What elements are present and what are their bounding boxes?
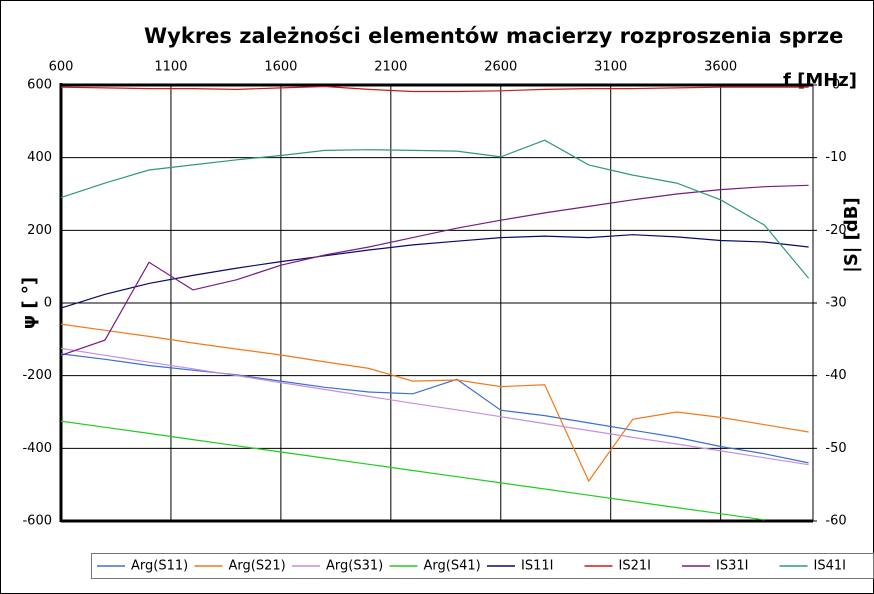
x-tick-label: 600 xyxy=(49,60,74,75)
legend-label: Arg(S21) xyxy=(229,559,286,574)
y2-tick-label: -60 xyxy=(825,514,846,529)
y-tick-label: 200 xyxy=(27,223,52,238)
series-line xyxy=(60,420,765,521)
legend-label: Arg(S11) xyxy=(131,559,188,574)
x-tick-label: 1100 xyxy=(154,60,187,75)
series-line xyxy=(60,234,809,309)
legend-label: IS11I xyxy=(521,559,553,574)
y2-tick-label: -40 xyxy=(825,368,846,383)
x-axis-label: f [MHz] xyxy=(783,70,857,91)
series-line xyxy=(60,85,809,93)
y-tick-label: 0 xyxy=(44,296,52,311)
y-tick-label: -200 xyxy=(22,368,52,383)
legend-label: IS41I xyxy=(814,559,846,574)
series-line xyxy=(60,353,809,464)
chart-title: Wykres zależności elementów macierzy roz… xyxy=(144,24,843,48)
x-tick-label: 2600 xyxy=(484,60,517,75)
x-tick-label: 3100 xyxy=(594,60,627,75)
x-tick-label: 2100 xyxy=(374,60,407,75)
legend-label: IS21I xyxy=(619,559,651,574)
series-line xyxy=(60,184,809,356)
legend-label: Arg(S41) xyxy=(424,559,481,574)
y2-axis-label: |S| [dB] xyxy=(841,197,862,272)
y2-tick-label: 0 xyxy=(832,78,840,93)
y-axis-label: ψ [ °] xyxy=(19,277,40,329)
legend-label: Arg(S31) xyxy=(326,559,383,574)
series-line xyxy=(60,347,809,466)
x-tick-label: 1600 xyxy=(264,60,297,75)
y2-tick-label: -20 xyxy=(825,223,846,238)
y2-tick-label: -10 xyxy=(825,150,846,165)
x-tick-label: 3600 xyxy=(704,60,737,75)
y-tick-label: 400 xyxy=(27,150,52,165)
y-tick-label: -400 xyxy=(22,441,52,456)
y-tick-label: -600 xyxy=(22,514,52,529)
y2-tick-label: -50 xyxy=(825,441,846,456)
legend-label: IS31I xyxy=(716,559,748,574)
series-line xyxy=(60,323,809,483)
y-tick-label: 600 xyxy=(27,78,52,93)
series-line xyxy=(60,139,810,279)
y2-tick-label: -30 xyxy=(825,296,846,311)
